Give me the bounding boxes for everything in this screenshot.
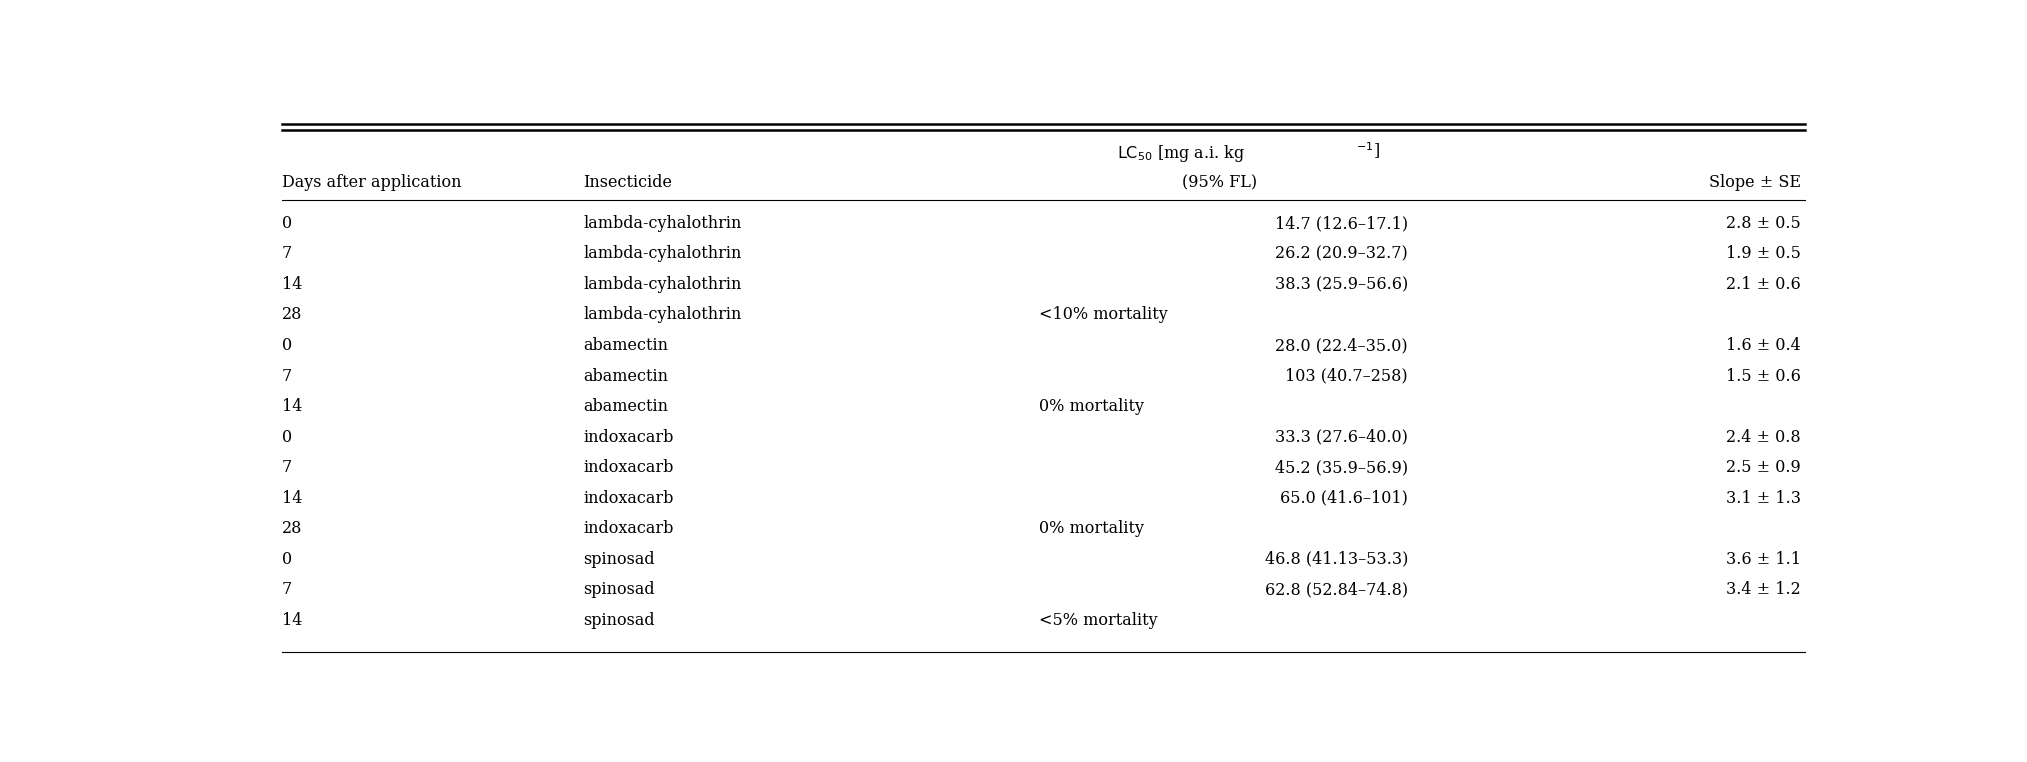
Text: 1.5 ± 0.6: 1.5 ± 0.6 bbox=[1725, 367, 1800, 385]
Text: lambda-cyhalothrin: lambda-cyhalothrin bbox=[584, 306, 742, 324]
Text: 14: 14 bbox=[282, 276, 302, 293]
Text: 7: 7 bbox=[282, 581, 292, 598]
Text: indoxacarb: indoxacarb bbox=[584, 428, 673, 446]
Text: 3.4 ± 1.2: 3.4 ± 1.2 bbox=[1725, 581, 1800, 598]
Text: 65.0 (41.6–101): 65.0 (41.6–101) bbox=[1281, 489, 1409, 507]
Text: $\mathrm{LC}_{50}$ [mg a.i. kg: $\mathrm{LC}_{50}$ [mg a.i. kg bbox=[1117, 142, 1245, 164]
Text: abamectin: abamectin bbox=[584, 398, 669, 415]
Text: lambda-cyhalothrin: lambda-cyhalothrin bbox=[584, 245, 742, 262]
Text: 0% mortality: 0% mortality bbox=[1040, 520, 1143, 537]
Text: 45.2 (35.9–56.9): 45.2 (35.9–56.9) bbox=[1275, 459, 1409, 476]
Text: indoxacarb: indoxacarb bbox=[584, 520, 673, 537]
Text: spinosad: spinosad bbox=[584, 551, 655, 568]
Text: <5% mortality: <5% mortality bbox=[1040, 612, 1157, 629]
Text: Days after application: Days after application bbox=[282, 174, 462, 191]
Text: 7: 7 bbox=[282, 245, 292, 262]
Text: 33.3 (27.6–40.0): 33.3 (27.6–40.0) bbox=[1275, 428, 1409, 446]
Text: spinosad: spinosad bbox=[584, 581, 655, 598]
Text: spinosad: spinosad bbox=[584, 612, 655, 629]
Text: 46.8 (41.13–53.3): 46.8 (41.13–53.3) bbox=[1265, 551, 1409, 568]
Text: indoxacarb: indoxacarb bbox=[584, 489, 673, 507]
Text: Slope ± SE: Slope ± SE bbox=[1709, 174, 1800, 191]
Text: 0% mortality: 0% mortality bbox=[1040, 398, 1143, 415]
Text: 103 (40.7–258): 103 (40.7–258) bbox=[1285, 367, 1409, 385]
Text: lambda-cyhalothrin: lambda-cyhalothrin bbox=[584, 276, 742, 293]
Text: <10% mortality: <10% mortality bbox=[1040, 306, 1168, 324]
Text: 2.5 ± 0.9: 2.5 ± 0.9 bbox=[1725, 459, 1800, 476]
Text: abamectin: abamectin bbox=[584, 337, 669, 354]
Text: 26.2 (20.9–32.7): 26.2 (20.9–32.7) bbox=[1275, 245, 1409, 262]
Text: 0: 0 bbox=[282, 551, 292, 568]
Text: lambda-cyhalothrin: lambda-cyhalothrin bbox=[584, 215, 742, 232]
Text: Insecticide: Insecticide bbox=[584, 174, 673, 191]
Text: 38.3 (25.9–56.6): 38.3 (25.9–56.6) bbox=[1275, 276, 1409, 293]
Text: 7: 7 bbox=[282, 367, 292, 385]
Text: 1.6 ± 0.4: 1.6 ± 0.4 bbox=[1725, 337, 1800, 354]
Text: 7: 7 bbox=[282, 459, 292, 476]
Text: 2.4 ± 0.8: 2.4 ± 0.8 bbox=[1727, 428, 1800, 446]
Text: 0: 0 bbox=[282, 337, 292, 354]
Text: (95% FL): (95% FL) bbox=[1182, 174, 1257, 191]
Text: 62.8 (52.84–74.8): 62.8 (52.84–74.8) bbox=[1265, 581, 1409, 598]
Text: 2.1 ± 0.6: 2.1 ± 0.6 bbox=[1725, 276, 1800, 293]
Text: 28: 28 bbox=[282, 520, 302, 537]
Text: 14.7 (12.6–17.1): 14.7 (12.6–17.1) bbox=[1275, 215, 1409, 232]
Text: abamectin: abamectin bbox=[584, 367, 669, 385]
Text: 3.6 ± 1.1: 3.6 ± 1.1 bbox=[1725, 551, 1800, 568]
Text: 0: 0 bbox=[282, 215, 292, 232]
Text: 2.8 ± 0.5: 2.8 ± 0.5 bbox=[1725, 215, 1800, 232]
Text: 28: 28 bbox=[282, 306, 302, 324]
Text: 1.9 ± 0.5: 1.9 ± 0.5 bbox=[1725, 245, 1800, 262]
Text: 14: 14 bbox=[282, 612, 302, 629]
Text: 0: 0 bbox=[282, 428, 292, 446]
Text: 14: 14 bbox=[282, 489, 302, 507]
Text: 3.1 ± 1.3: 3.1 ± 1.3 bbox=[1725, 489, 1800, 507]
Text: indoxacarb: indoxacarb bbox=[584, 459, 673, 476]
Text: 14: 14 bbox=[282, 398, 302, 415]
Text: $^{-1}$]: $^{-1}$] bbox=[1356, 141, 1380, 162]
Text: 28.0 (22.4–35.0): 28.0 (22.4–35.0) bbox=[1275, 337, 1409, 354]
